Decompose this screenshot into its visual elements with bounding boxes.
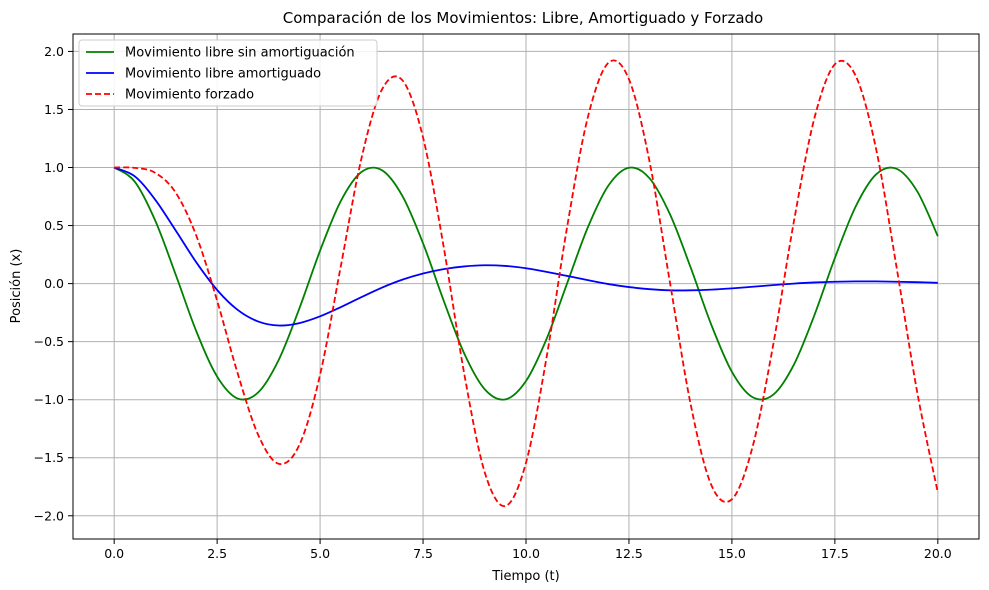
legend-label-damped: Movimiento libre amortiguado: [125, 67, 321, 82]
y-tick-label: 2.0: [44, 44, 64, 59]
y-tick-label: 0.5: [44, 218, 64, 233]
x-tick-label: 5.0: [310, 546, 330, 561]
plot-lines: [113, 59, 939, 507]
y-tick-label: 0.0: [44, 276, 64, 291]
x-tick-label: 15.0: [718, 546, 746, 561]
y-axis-label: Posición (x): [9, 249, 24, 324]
legend-label-undamped: Movimiento libre sin amortiguación: [125, 46, 355, 61]
chart-title: Comparación de los Movimientos: Libre, A…: [283, 9, 763, 27]
y-tick-label: −2.0: [34, 508, 64, 523]
y-tick-label: −0.5: [34, 334, 64, 349]
x-tick-label: 10.0: [512, 546, 540, 561]
grid: [73, 34, 979, 539]
x-tick-label: 0.0: [104, 546, 124, 561]
legend-box: [78, 39, 378, 107]
x-axis: 0.0 2.5 5.0 7.5 10.0 12.5 15.0 17.5 20.0: [104, 539, 952, 561]
series-line-forced: [114, 59, 939, 507]
x-tick-label: 7.5: [413, 546, 433, 561]
y-tick-label: 1.0: [44, 160, 64, 175]
legend-label-forced: Movimiento forzado: [125, 88, 254, 103]
x-tick-label: 2.5: [207, 546, 227, 561]
x-tick-label: 12.5: [615, 546, 643, 561]
series-line-undamped: [113, 166, 939, 401]
legend: Movimiento libre sin amortiguación Movimi…: [78, 39, 378, 107]
y-tick-label: −1.0: [34, 392, 64, 407]
series-line-damped: [113, 166, 938, 327]
x-tick-label: 17.5: [821, 546, 849, 561]
x-tick-label: 20.0: [924, 546, 952, 561]
y-tick-label: 1.5: [44, 102, 64, 117]
y-tick-label: −1.5: [34, 450, 64, 465]
y-axis: −2.0 −1.5 −1.0 −0.5 0.0 0.5 1.0 1.5 2.0: [34, 44, 73, 523]
x-axis-label: Tiempo (t): [491, 569, 559, 584]
